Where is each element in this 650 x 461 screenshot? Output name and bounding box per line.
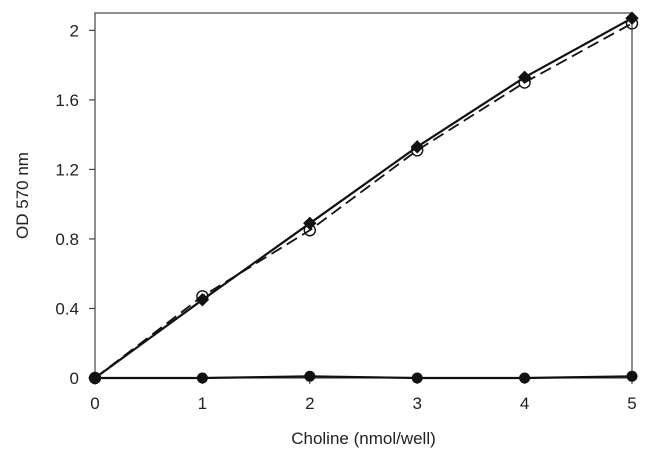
y-tick-label: 0.4 — [55, 299, 79, 318]
plot-frame — [94, 12, 633, 379]
series-3-point — [304, 370, 316, 382]
series-2 — [88, 17, 639, 385]
series-3-point — [626, 370, 638, 382]
y-tick-label: 2 — [70, 21, 79, 40]
x-axis-label: Choline (nmol/well) — [291, 429, 436, 448]
series-layer — [88, 11, 639, 385]
series-2-line — [94, 22, 633, 379]
series-3-point — [519, 372, 531, 384]
series-1-line — [94, 17, 633, 379]
x-tick-label: 4 — [520, 394, 529, 413]
series-3 — [89, 370, 638, 384]
y-tick-label: 1.2 — [55, 160, 79, 179]
series-3-point — [411, 372, 423, 384]
series-2-point — [303, 224, 316, 237]
series-1-point — [195, 293, 210, 307]
axes — [94, 12, 633, 379]
series-3-line — [95, 375, 633, 380]
series-3-point — [89, 372, 101, 384]
series-2-point — [411, 144, 424, 157]
y-tick-label: 1.6 — [55, 91, 79, 110]
series-3-point — [196, 372, 208, 384]
x-tick-label: 5 — [627, 394, 636, 413]
series-2-point — [625, 17, 639, 30]
x-tick-label: 1 — [198, 394, 207, 413]
series-1-point — [410, 140, 424, 154]
y-tick-label: 0.8 — [55, 230, 79, 249]
series-2-point — [196, 290, 209, 303]
x-tick-label: 3 — [412, 394, 421, 413]
tick-labels: 0 1 2 3 4 5 0 0.4 0.8 1.2 1.6 2 — [55, 21, 636, 413]
series-2-point — [518, 76, 531, 89]
x-tick-label: 2 — [305, 394, 314, 413]
y-tick-label: 0 — [70, 369, 79, 388]
series-1 — [88, 11, 639, 385]
y-axis-label: OD 570 nm — [13, 152, 32, 239]
x-tick-label: 0 — [90, 394, 99, 413]
